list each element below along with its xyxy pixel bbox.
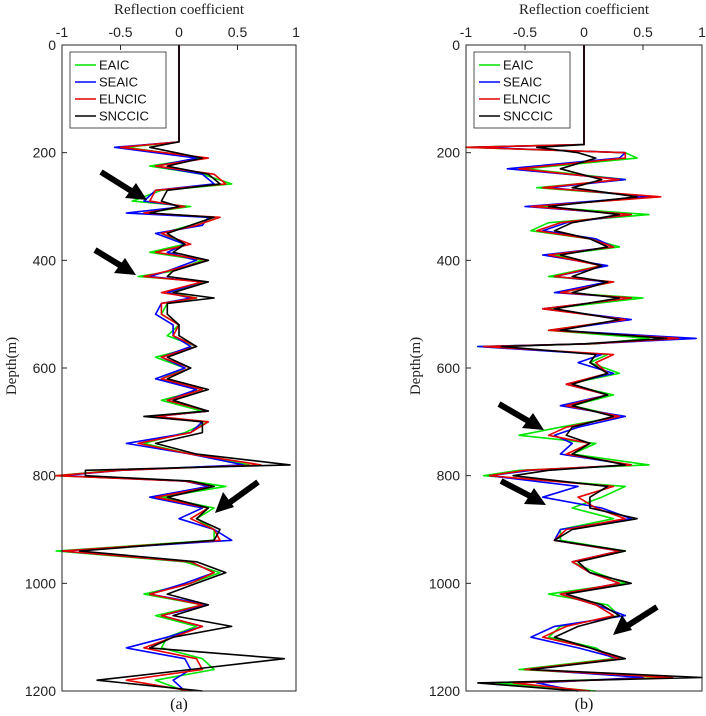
- y-tick-label: 1200: [25, 683, 56, 699]
- legend-label: SNCCIC: [503, 109, 553, 124]
- x-tick-label: 1: [698, 24, 706, 40]
- y-tick-label: 0: [48, 37, 56, 53]
- panel-caption: (a): [170, 696, 188, 713]
- x-axis-label: Reflection coefficient: [114, 2, 245, 18]
- x-tick-label: -0.5: [108, 24, 132, 40]
- y-tick-label: 400: [33, 252, 57, 268]
- legend-label: ELNCIC: [99, 92, 147, 107]
- plot-area: [55, 45, 291, 692]
- arrow-icon: [613, 604, 659, 635]
- plot-area: [465, 45, 703, 692]
- legend-label: SEAIC: [99, 75, 138, 90]
- y-tick-label: 1200: [429, 683, 460, 699]
- x-tick-label: 0.5: [633, 24, 653, 40]
- legend-label: SEAIC: [503, 75, 542, 90]
- x-tick-labels: -1 -0.5 0 0.5 1: [56, 24, 300, 50]
- series-line-snccic: [476, 45, 703, 692]
- legend-label: SNCCIC: [99, 109, 149, 124]
- annotation-arrows: [497, 401, 659, 635]
- legend-label: EAIC: [503, 58, 533, 73]
- x-tick-labels: -1 -0.5 0 0.5 1: [460, 24, 706, 50]
- y-axis-label: Depth(m): [408, 337, 424, 395]
- y-tick-label: 1000: [25, 575, 56, 591]
- y-tick-labels: 0 200 400 600 800 1000 1200: [429, 37, 471, 699]
- x-tick-label: -0.5: [513, 24, 537, 40]
- y-tick-label: 0: [452, 37, 460, 53]
- x-tick-label: 1: [292, 24, 300, 40]
- annotation-arrows: [93, 169, 260, 513]
- panel-b: Reflection coefficient Depth(m) -1 -0.5 0 0…: [408, 2, 706, 713]
- y-tick-label: 600: [33, 360, 57, 376]
- legend: EAIC SEAIC ELNCIC SNCCIC: [473, 51, 571, 129]
- legend-label: ELNCIC: [503, 92, 551, 107]
- y-tick-label: 200: [33, 145, 57, 161]
- y-tick-label: 800: [33, 468, 57, 484]
- plot-frame: [61, 44, 297, 692]
- y-tick-label: 800: [437, 468, 461, 484]
- x-tick-label: 0: [175, 24, 183, 40]
- y-tick-label: 600: [437, 360, 461, 376]
- y-tick-label: 200: [437, 145, 461, 161]
- x-tick-label: -1: [460, 24, 473, 40]
- y-tick-labels: 0 200 400 600 800 1000 1200: [25, 37, 67, 699]
- arrow-icon: [215, 479, 260, 513]
- arrow-icon: [99, 169, 147, 200]
- series-line-elncic: [465, 45, 680, 692]
- series-line-seaic: [61, 45, 245, 692]
- arrow-icon: [93, 247, 136, 275]
- y-axis-label: Depth(m): [4, 337, 20, 395]
- x-tick-label: 0: [580, 24, 588, 40]
- legend-label: EAIC: [99, 58, 129, 73]
- plot-frame: [465, 44, 703, 692]
- series-line-elncic: [55, 45, 262, 692]
- panel-a: Reflection coefficient Depth(m) -1 -0.5 0 0…: [4, 2, 300, 713]
- x-tick-label: -1: [56, 24, 69, 40]
- legend: EAIC SEAIC ELNCIC SNCCIC: [69, 51, 167, 129]
- x-axis-label: Reflection coefficient: [519, 2, 650, 18]
- series-line-snccic: [78, 45, 291, 692]
- panel-caption: (b): [575, 696, 594, 713]
- x-tick-label: 0.5: [228, 24, 248, 40]
- arrow-icon: [497, 401, 544, 430]
- y-tick-label: 400: [437, 252, 461, 268]
- arrow-icon: [499, 478, 546, 505]
- y-tick-label: 1000: [429, 575, 460, 591]
